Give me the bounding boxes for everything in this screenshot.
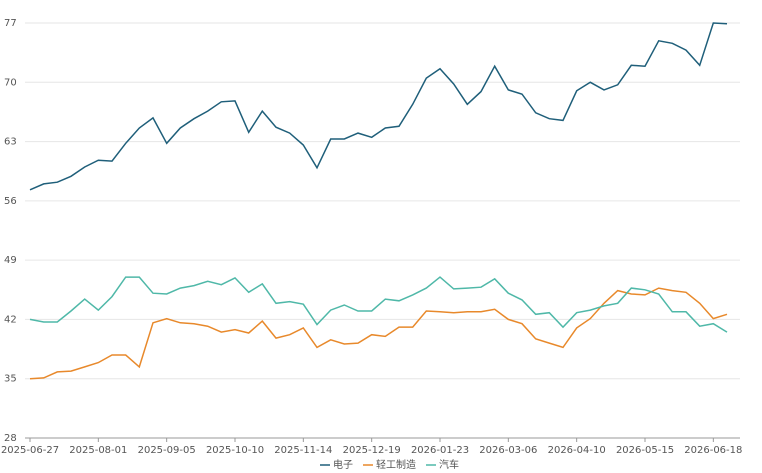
- x-tick-label: 2026-03-06: [479, 445, 537, 456]
- legend-label: 电子: [333, 458, 353, 471]
- legend-label: 汽车: [439, 458, 459, 471]
- y-tick-label: 42: [4, 314, 17, 325]
- series-line: [29, 276, 728, 333]
- y-tick-label: 77: [4, 18, 17, 29]
- x-tick-label: 2026-06-18: [684, 445, 742, 456]
- legend-label: 轻工制造: [376, 458, 416, 471]
- y-tick-label: 63: [4, 137, 17, 148]
- series-line: [29, 287, 728, 380]
- x-tick-label: 2025-09-05: [138, 445, 196, 456]
- y-tick-label: 28: [4, 433, 17, 444]
- x-tick-label: 2025-11-14: [274, 445, 332, 456]
- y-tick-label: 56: [4, 196, 17, 207]
- x-tick-label: 2025-08-01: [69, 445, 127, 456]
- x-tick-label: 2025-10-10: [206, 445, 264, 456]
- x-tick-label: 2026-04-10: [548, 445, 606, 456]
- y-tick-label: 49: [4, 255, 17, 266]
- x-tick-label: 2026-01-23: [411, 445, 469, 456]
- x-tick-label: 2025-06-27: [1, 445, 59, 456]
- series-line: [29, 22, 728, 191]
- y-tick-label: 70: [4, 77, 17, 88]
- x-tick-label: 2026-05-15: [616, 445, 674, 456]
- x-tick-label: 2025-12-19: [343, 445, 401, 456]
- y-tick-label: 35: [4, 374, 17, 385]
